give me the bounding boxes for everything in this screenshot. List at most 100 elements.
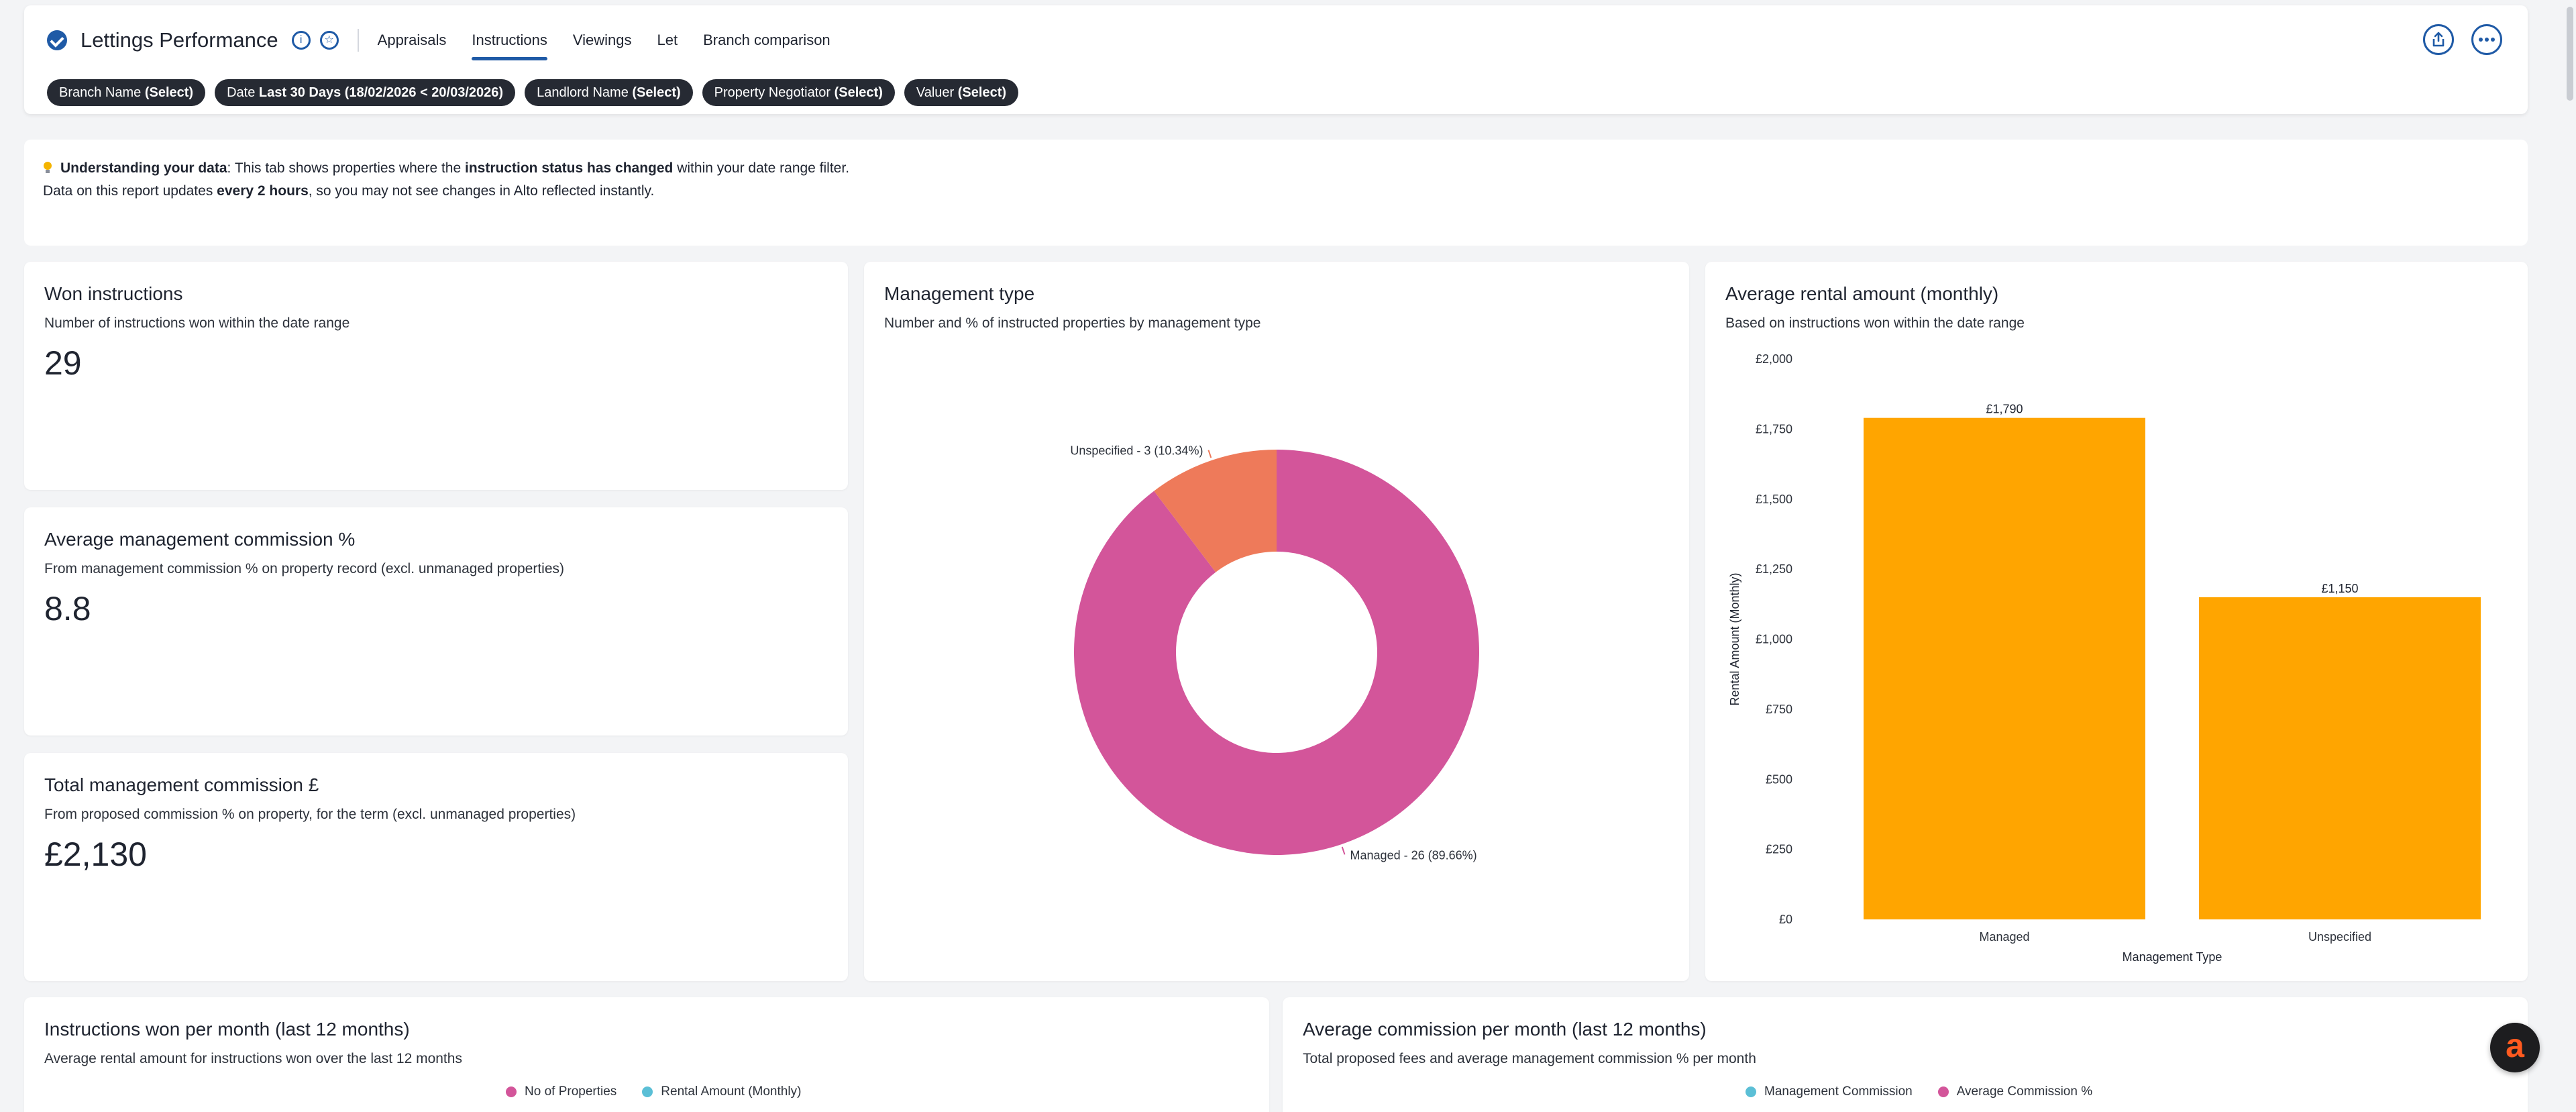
info-text: , so you may not see changes in Alto ref…: [308, 183, 655, 199]
info-text: Data on this report updates: [43, 183, 217, 199]
share-icon: [2432, 32, 2445, 47]
more-button[interactable]: [2471, 24, 2502, 55]
star-icon[interactable]: ☆: [319, 31, 339, 50]
x-tick-label: Managed: [1979, 930, 2029, 944]
filter-value: (Select): [834, 85, 883, 100]
bar-unspecified[interactable]: [2199, 597, 2481, 919]
page-title: Lettings Performance: [80, 28, 278, 52]
filter-value: (Select): [632, 85, 681, 100]
filter-valuer[interactable]: Valuer (Select): [904, 79, 1019, 106]
bar-value-label: £1,150: [2321, 582, 2358, 595]
kpi-value: 29: [44, 344, 82, 382]
bar-managed[interactable]: [1864, 417, 2145, 919]
legend-swatch: [506, 1086, 517, 1097]
info-emphasis: instruction status has changed: [465, 160, 674, 176]
card-title: Management type: [884, 283, 1035, 304]
card-subtitle: Based on instructions won within the dat…: [1725, 315, 2025, 331]
donut-label-managed: Managed - 26 (89.66%): [1350, 848, 1477, 862]
donut-label-unspecified: Unspecified - 3 (10.34%): [1070, 444, 1203, 458]
filter-value: (Select): [957, 85, 1007, 100]
card-subtitle: From management commission % on property…: [44, 561, 565, 576]
tab-instructions[interactable]: Instructions: [472, 21, 547, 60]
card-title: Average rental amount (monthly): [1725, 283, 1999, 304]
chart-legend: No of Properties Rental Amount (Monthly): [506, 1084, 826, 1099]
card-title: Instructions won per month (last 12 mont…: [44, 1019, 410, 1040]
donut-slice-managed[interactable]: [1074, 450, 1479, 855]
legend-label: Rental Amount (Monthly): [661, 1084, 802, 1099]
donut-slice-unspecified[interactable]: [1154, 450, 1277, 572]
share-button[interactable]: [2423, 24, 2454, 55]
legend-item-management-commission[interactable]: Management Commission: [1746, 1084, 1913, 1099]
card-title: Total management commission £: [44, 774, 319, 795]
y-tick-label: £1,750: [1756, 422, 1792, 436]
info-text: : This tab shows properties where the: [227, 160, 465, 176]
filter-landlord-name[interactable]: Landlord Name (Select): [525, 79, 693, 106]
filter-label: Landlord Name: [537, 85, 629, 100]
legend-label: Average Commission %: [1956, 1084, 2093, 1099]
info-line-1: Understanding your data: This tab shows …: [43, 157, 2509, 180]
tab-viewings[interactable]: Viewings: [572, 32, 632, 48]
report-header: Lettings Performance i ☆ Appraisals Inst…: [24, 5, 2528, 114]
legend-label: Management Commission: [1764, 1084, 1913, 1099]
verified-icon: [47, 30, 67, 50]
page-scrollbar[interactable]: [2567, 7, 2573, 101]
filter-value: (Select): [144, 85, 194, 100]
filter-label: Property Negotiator: [714, 85, 831, 100]
y-tick-label: £250: [1766, 843, 1792, 856]
y-tick-label: £750: [1766, 703, 1792, 716]
bar-value-label: £1,790: [1986, 403, 2023, 416]
tab-appraisals[interactable]: Appraisals: [377, 32, 447, 48]
info-lead: Understanding your data: [60, 160, 227, 176]
legend-swatch: [1937, 1086, 1949, 1097]
management-type-donut-chart: Managed - 26 (89.66%) Unspecified - 3 (10…: [1070, 444, 1479, 862]
filter-value: Last 30 Days (18/02/2026 < 20/03/2026): [258, 85, 504, 100]
legend-swatch: [1746, 1086, 1756, 1097]
y-tick-label: £1,500: [1756, 493, 1792, 506]
card-subtitle: Average rental amount for instructions w…: [44, 1051, 462, 1066]
info-circle-icon[interactable]: i: [291, 31, 311, 50]
y-tick-label: £500: [1766, 772, 1792, 786]
filter-label: Valuer: [916, 85, 955, 100]
filter-bar: Branch Name (Select) Date Last 30 Days (…: [47, 79, 1028, 106]
y-tick-label: £1,250: [1756, 562, 1792, 576]
info-emphasis: every 2 hours: [217, 183, 309, 199]
chart-legend: Management Commission Average Commission…: [1746, 1084, 2118, 1099]
kpi-value: £2,130: [44, 836, 147, 873]
legend-swatch: [642, 1086, 653, 1097]
legend-item-average-commission[interactable]: Average Commission %: [1937, 1084, 2093, 1099]
alto-logo-icon: a: [2506, 1027, 2524, 1064]
card-subtitle: From proposed commission % on property, …: [44, 807, 576, 822]
filter-label: Date: [227, 85, 256, 100]
kpi-value: 8.8: [44, 590, 91, 627]
won-instructions-card: Won instructions Number of instructions …: [24, 262, 848, 490]
filter-branch-name[interactable]: Branch Name (Select): [47, 79, 206, 106]
avg-rental-bar-chart: £0 £250 £500 £750 £1,000 £1,250 £1,500 £1,750 £2…: [1728, 352, 2481, 964]
lightbulb-icon: [43, 162, 52, 174]
y-tick-label: £2,000: [1756, 352, 1792, 366]
filter-property-negotiator[interactable]: Property Negotiator (Select): [702, 79, 895, 106]
title-row: Lettings Performance i ☆ Appraisals Inst…: [47, 21, 856, 60]
legend-item-rental-amount[interactable]: Rental Amount (Monthly): [642, 1084, 801, 1099]
x-tick-label: Unspecified: [2308, 930, 2371, 944]
tab-branch-comparison[interactable]: Branch comparison: [703, 32, 830, 48]
tab-let[interactable]: Let: [657, 32, 678, 48]
filter-date[interactable]: Date Last 30 Days (18/02/2026 < 20/03/20…: [215, 79, 516, 106]
card-title: Average commission per month (last 12 mo…: [1303, 1019, 1707, 1040]
instructions-per-month-card: Instructions won per month (last 12 mont…: [24, 997, 1269, 1112]
card-subtitle: Total proposed fees and average manageme…: [1303, 1051, 1756, 1066]
legend-item-no-of-properties[interactable]: No of Properties: [506, 1084, 616, 1099]
total-management-commission-card: Total management commission £ From propo…: [24, 753, 848, 981]
info-banner: Understanding your data: This tab shows …: [24, 140, 2528, 246]
y-axis-label: Rental Amount (Monthly): [1728, 572, 1741, 705]
report-tabs: Appraisals Instructions Viewings Let Bra…: [377, 21, 856, 60]
card-title: Won instructions: [44, 283, 183, 304]
header-divider: [357, 29, 359, 52]
y-tick-label: £1,000: [1756, 633, 1792, 646]
more-icon: [2479, 38, 2495, 42]
card-title: Average management commission %: [44, 529, 356, 550]
x-axis-label: Management Type: [2123, 950, 2222, 964]
info-line-2: Data on this report updates every 2 hour…: [43, 180, 2509, 203]
assistant-launcher-button[interactable]: a: [2490, 1023, 2540, 1072]
card-subtitle: Number of instructions won within the da…: [44, 315, 350, 331]
